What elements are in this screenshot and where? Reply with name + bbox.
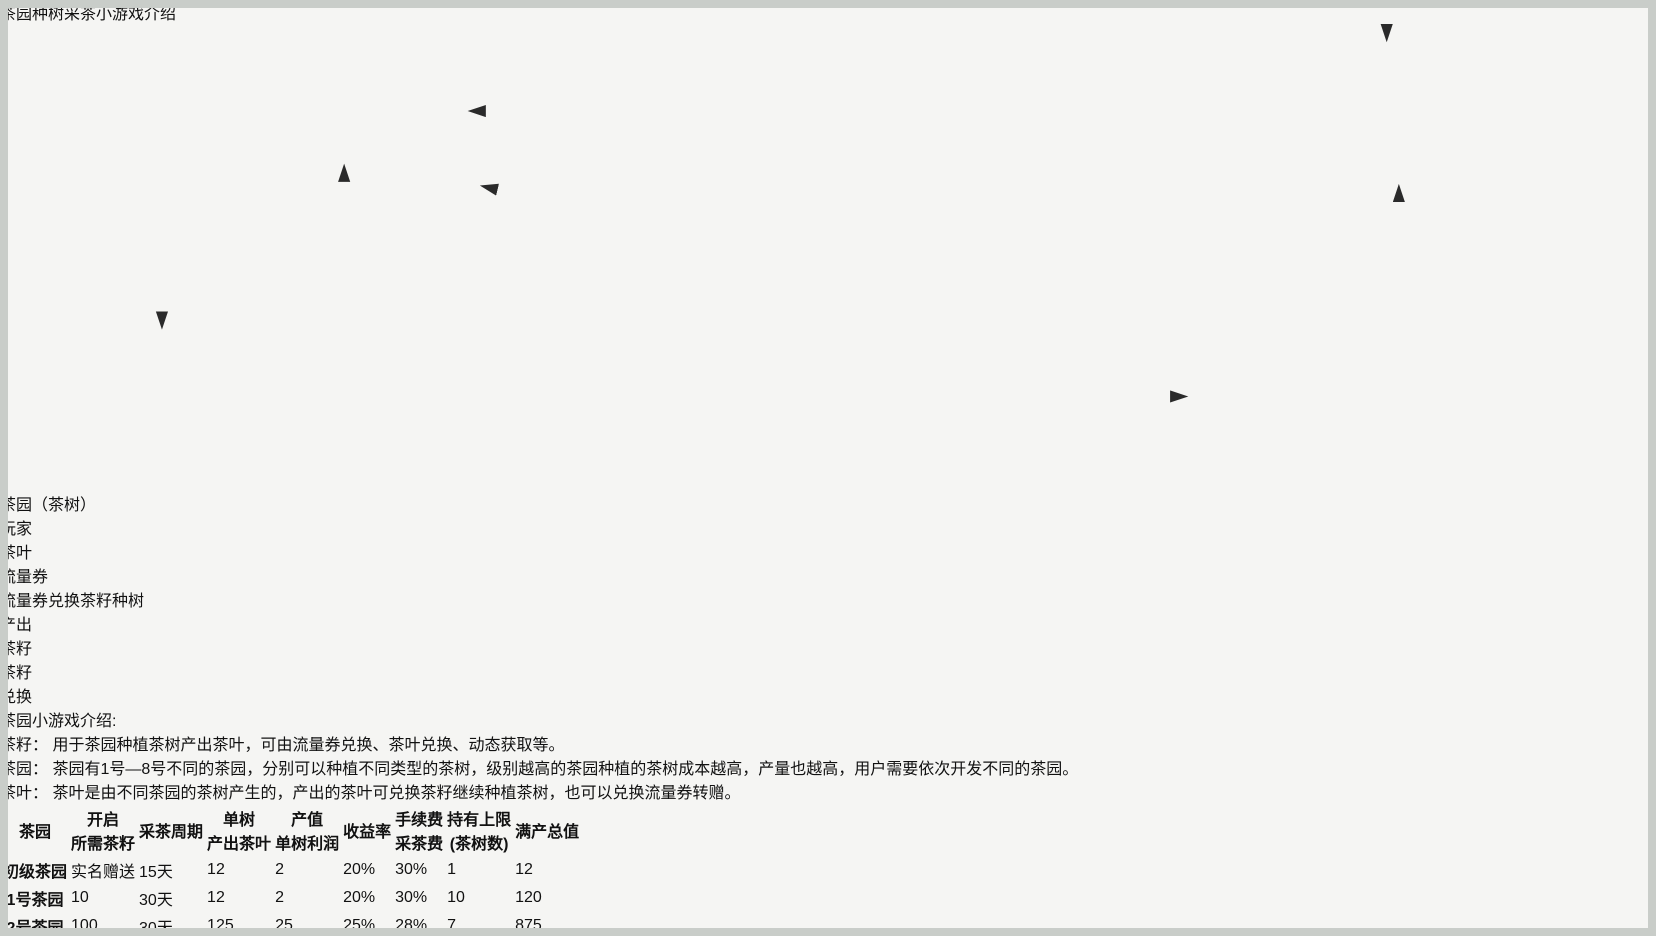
cell-value: 2 xyxy=(275,888,284,906)
cell-value: 30天 xyxy=(139,919,173,936)
edge-label-exchange: 兑换 xyxy=(0,688,33,706)
edge-label-seed-diagonal: 茶籽 xyxy=(0,664,33,682)
intro-panel: 茶园小游戏介绍: 茶籽： 用于茶园种植茶树产出茶叶，可由流量券兑换、茶叶兑换、动… xyxy=(0,707,1656,803)
row-label: 初级茶园 xyxy=(3,863,68,881)
leaf-node: 茶叶 xyxy=(0,544,33,562)
column-header: 持有上限 (茶树数) xyxy=(447,811,512,853)
cell-value: 20% xyxy=(343,888,376,906)
cell-value: 28% xyxy=(395,916,428,934)
row-label: 1号茶园 xyxy=(6,891,64,909)
cell-value: 25% xyxy=(343,916,376,934)
column-header: 满产总值 xyxy=(515,823,580,841)
garden-stats-table: 茶园 开启 所需茶籽 采茶周期 单树 产出茶叶 产值 单树利润 收益率 手续费 采茶费 持有上限 (茶树… xyxy=(0,803,582,936)
cell-value: 120 xyxy=(515,888,542,906)
cell-value: 125 xyxy=(207,916,234,934)
column-header: 单树 产出茶叶 xyxy=(207,811,272,853)
cell-value: 7 xyxy=(447,916,457,934)
column-header: 手续费 采茶费 xyxy=(395,811,444,853)
cell-value: 20% xyxy=(343,860,376,878)
garden-table-header-row: 茶园 开启 所需茶籽 采茶周期 单树 产出茶叶 产值 单树利润 收益率 手续费 采茶费 持有上限 (茶树… xyxy=(2,805,580,855)
column-header: 收益率 xyxy=(343,823,392,841)
column-header: 开启 所需茶籽 xyxy=(71,811,136,853)
flow-arrows xyxy=(155,24,1405,403)
cell-value: 30% xyxy=(395,860,428,878)
cell-value: 12 xyxy=(207,888,225,906)
intro-description: 茶叶是由不同茶园的茶树产生的，产出的茶叶可兑换茶籽继续种植茶树，也可以兑换流量券… xyxy=(52,784,741,802)
column-header: 茶园 xyxy=(19,823,52,841)
column-header: 产值 单树利润 xyxy=(275,811,340,853)
intro-term: 茶籽： xyxy=(0,736,49,754)
intro-definition: 茶园： 茶园有1号—8号不同的茶园，分别可以种植不同类型的茶树，级别越高的茶园种… xyxy=(0,755,1656,779)
page-title: 茶园种树采茶小游戏介绍 xyxy=(0,6,177,23)
table-row: 1号茶园 10 30天 12 2 20% 30% 10 120 xyxy=(2,885,580,911)
intro-definition: 茶籽： 用于茶园种植茶树产出茶叶，可由流量券兑换、茶叶兑换、动态获取等。 xyxy=(0,731,1656,755)
table-row: 初级茶园 实名赠送 15天 12 2 20% 30% 1 12 xyxy=(2,857,580,883)
edge-label-voucher-exchange-seed: 流量券兑换茶籽种树 xyxy=(0,592,145,610)
voucher-node: 流量券 xyxy=(0,568,49,586)
cell-value: 875 xyxy=(515,916,542,934)
player-node: 玩家 xyxy=(0,520,33,538)
table-row: 2号茶园 100 30天 125 25 25% 28% 7 875 xyxy=(2,913,580,936)
cell-value: 30% xyxy=(395,888,428,906)
intro-description: 用于茶园种植茶树产出茶叶，可由流量券兑换、茶叶兑换、动态获取等。 xyxy=(52,736,565,754)
cell-value: 25 xyxy=(275,916,293,934)
edge-label-seed: 茶籽 xyxy=(0,640,33,658)
intro-term: 茶叶： xyxy=(0,784,49,802)
cell-value: 30天 xyxy=(139,891,173,909)
edge-label-produce: 产出 xyxy=(0,616,33,634)
intro-definition: 茶叶： 茶叶是由不同茶园的茶树产生的，产出的茶叶可兑换茶籽继续种植茶树，也可以兑… xyxy=(0,779,1656,803)
column-header: 采茶周期 xyxy=(139,823,204,841)
cell-value: 10 xyxy=(71,888,89,906)
cell-value: 实名赠送 xyxy=(71,863,136,881)
cell-value: 100 xyxy=(71,916,98,934)
intro-term: 茶园： xyxy=(0,760,49,778)
cell-value: 12 xyxy=(515,860,533,878)
cell-value: 2 xyxy=(275,860,284,878)
garden-node: 茶园（茶树） xyxy=(0,496,97,514)
intro-definition-list: 茶籽： 用于茶园种植茶树产出茶叶，可由流量券兑换、茶叶兑换、动态获取等。 茶园：… xyxy=(0,731,1656,803)
cell-value: 12 xyxy=(207,860,225,878)
intro-description: 茶园有1号—8号不同的茶园，分别可以种植不同类型的茶树，级别越高的茶园种植的茶树… xyxy=(52,760,1079,778)
row-label: 2号茶园 xyxy=(6,919,64,936)
cell-value: 1 xyxy=(447,860,457,878)
intro-title: 茶园小游戏介绍: xyxy=(0,712,117,730)
cell-value: 15天 xyxy=(139,863,173,881)
cell-value: 10 xyxy=(447,888,465,906)
